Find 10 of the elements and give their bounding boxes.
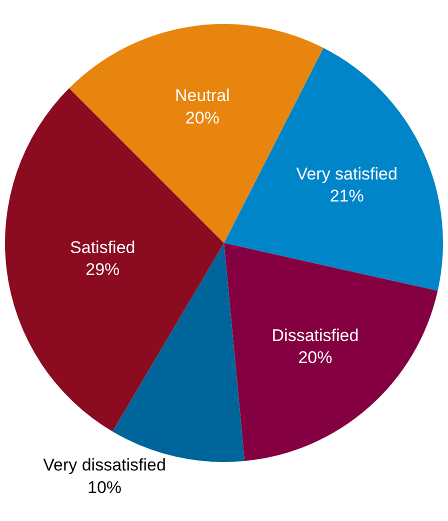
data-label: 29%: [86, 260, 120, 279]
slice-label: Dissatisfied: [272, 326, 359, 345]
data-label: 20%: [185, 108, 220, 128]
slice-label: Very dissatisfied: [43, 456, 166, 475]
data-label: 21%: [330, 186, 364, 206]
slice-label: Neutral: [175, 86, 230, 106]
data-label: 10%: [88, 478, 122, 497]
slice-label: Satisfied: [70, 238, 136, 257]
slice-label: Very satisfied: [296, 164, 398, 184]
data-label: 20%: [298, 348, 332, 368]
